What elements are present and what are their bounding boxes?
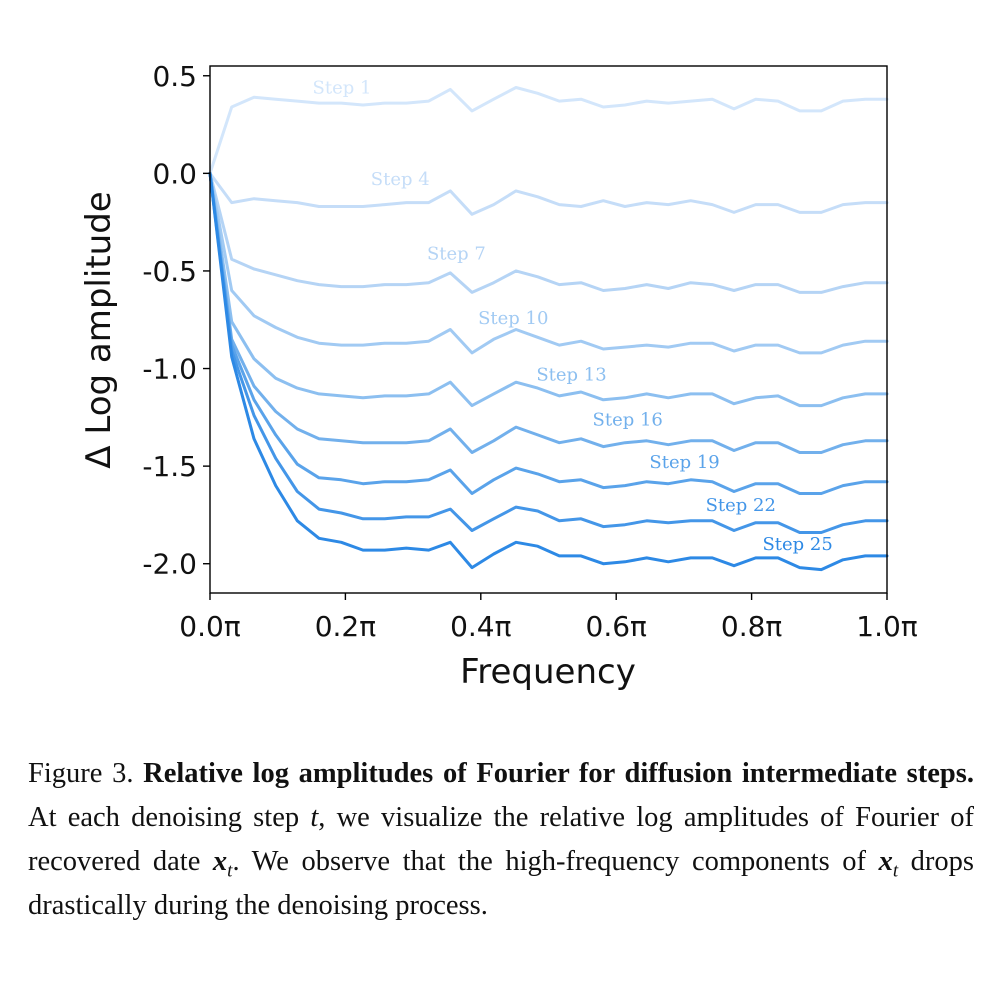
x-axis-label: Frequency bbox=[460, 652, 636, 692]
y-tick-label: 0.5 bbox=[152, 60, 197, 93]
caption-sub-t-2: t bbox=[892, 860, 899, 882]
y-tick-label: 0.0 bbox=[152, 157, 197, 190]
caption-var-x-2: x bbox=[878, 846, 893, 877]
series-line-step-19 bbox=[208, 171, 889, 495]
series-line-step-16 bbox=[208, 171, 889, 454]
y-axis: 0.5 0.0 -0.5 -1.0 -1.5 -2.0 bbox=[142, 60, 210, 581]
series-label-step-19: Step 19 bbox=[649, 452, 719, 473]
series-label-step-25: Step 25 bbox=[762, 534, 832, 555]
caption-text-4: drops drastically during the denoising p… bbox=[28, 846, 974, 921]
x-tick-label: 0.2π bbox=[315, 610, 377, 643]
x-tick-label: 1.0π bbox=[856, 610, 918, 643]
plot-frame bbox=[209, 65, 888, 594]
y-tick-label: -1.0 bbox=[142, 353, 197, 386]
series-label-step-7: Step 7 bbox=[427, 243, 486, 264]
series-label-step-1: Step 1 bbox=[313, 77, 372, 98]
y-tick-label: -2.0 bbox=[142, 548, 197, 581]
caption-text-1: At each denoising step bbox=[28, 802, 311, 833]
x-tick-label: 0.0π bbox=[179, 610, 241, 643]
series-label-step-4: Step 4 bbox=[371, 169, 430, 190]
line-chart: Step 1 Step 4 Step 7 Step 10 Step 13 Step 16 S… bbox=[79, 60, 918, 692]
series-label-layer: Step 1 Step 4 Step 7 Step 10 Step 13 Step 16 S… bbox=[313, 77, 833, 555]
x-axis: 0.0π 0.2π 0.4π 0.6π 0.8π 1.0π bbox=[179, 593, 918, 643]
caption-title: Relative log amplitudes of Fourier for d… bbox=[143, 758, 974, 789]
caption-var-t: t bbox=[310, 802, 319, 833]
series-line-step-25 bbox=[208, 171, 889, 572]
y-axis-label: Δ Log amplitude bbox=[79, 191, 119, 468]
series-label-step-22: Step 22 bbox=[706, 495, 776, 516]
x-tick-label: 0.6π bbox=[586, 610, 648, 643]
series-label-step-16: Step 16 bbox=[593, 409, 663, 430]
caption-prefix: Figure 3. bbox=[28, 758, 144, 789]
x-tick-label: 0.4π bbox=[450, 610, 512, 643]
caption-text-2: , we visualize the relative log amplitud… bbox=[28, 802, 975, 877]
series-line-step-22 bbox=[208, 171, 889, 534]
y-tick-label: -0.5 bbox=[142, 255, 197, 288]
caption-text-3: . We observe that the high-frequency com… bbox=[232, 846, 879, 877]
series-line-step-1 bbox=[208, 86, 889, 175]
series-label-step-13: Step 13 bbox=[536, 364, 606, 385]
y-tick-label: -1.5 bbox=[142, 450, 197, 483]
series-line-step-7 bbox=[208, 171, 889, 294]
caption-var-x: x bbox=[212, 846, 228, 877]
series-line-step-4 bbox=[208, 171, 889, 216]
caption-sub-t: t bbox=[227, 860, 233, 882]
series-label-step-10: Step 10 bbox=[478, 308, 548, 329]
x-tick-label: 0.8π bbox=[721, 610, 783, 643]
series-line-step-10 bbox=[208, 171, 889, 355]
series-line-step-13 bbox=[208, 171, 889, 408]
figure-caption: Figure 3. Relative log amplitudes of Fou… bbox=[28, 752, 974, 928]
series-layer bbox=[208, 86, 889, 572]
